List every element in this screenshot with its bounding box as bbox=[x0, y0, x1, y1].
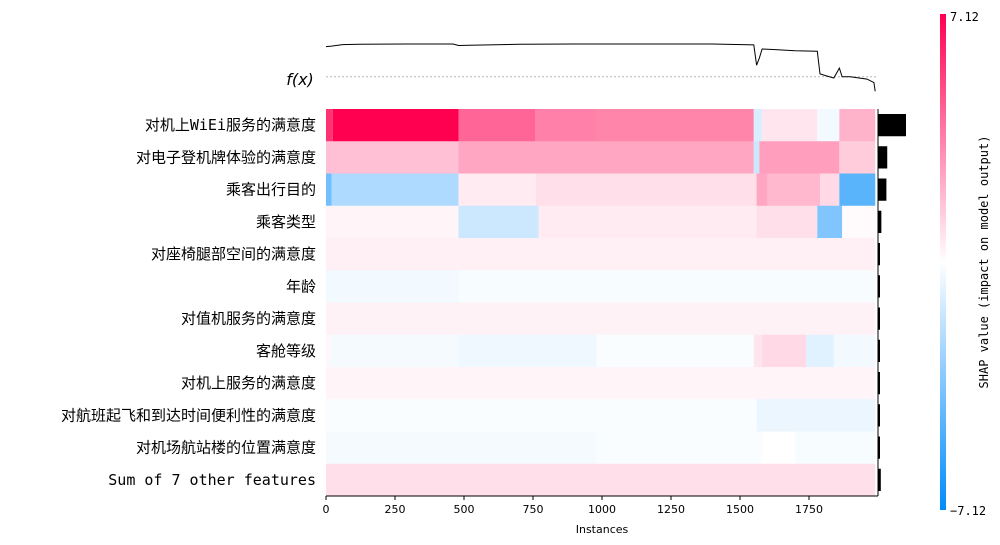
heat-cell bbox=[458, 205, 539, 239]
heat-cell bbox=[596, 109, 754, 142]
heat-cell bbox=[817, 205, 843, 239]
heat-cell bbox=[795, 431, 876, 465]
feature-label: 对机上WiEi服务的满意度 bbox=[145, 116, 316, 134]
heat-cell bbox=[458, 141, 754, 174]
x-axis-label: Instances bbox=[576, 523, 629, 536]
heat-cell bbox=[842, 205, 876, 239]
heat-cell bbox=[331, 173, 459, 207]
x-tick-label: 1500 bbox=[726, 503, 754, 516]
colorbar-max-label: 7.12 bbox=[950, 10, 979, 24]
heat-cell bbox=[820, 173, 840, 207]
feature-label: 对航班起飞和到达时间便利性的满意度 bbox=[61, 406, 316, 424]
feature-label: 客舱等级 bbox=[256, 342, 316, 360]
importance-bar bbox=[878, 339, 880, 362]
heat-cell bbox=[762, 334, 807, 368]
x-axis: Instances 0 250 500 750 1000 1250 1500 1750 bbox=[323, 495, 878, 536]
heat-cell bbox=[458, 270, 876, 303]
heat-cell bbox=[762, 431, 796, 465]
importance-bar bbox=[878, 114, 906, 137]
importance-bar bbox=[878, 372, 880, 395]
x-tick-label: 500 bbox=[454, 503, 475, 516]
x-tick-label: 1000 bbox=[588, 503, 616, 516]
feature-label: Sum of 7 other features bbox=[108, 471, 316, 489]
colorbar-gradient bbox=[940, 14, 946, 510]
heat-cell bbox=[458, 109, 536, 142]
feature-label: 对座椅腿部空间的满意度 bbox=[151, 245, 316, 263]
feature-label: 对机上服务的满意度 bbox=[181, 374, 316, 392]
feature-label: 对机场航站楼的位置满意度 bbox=[136, 439, 316, 457]
heat-cell bbox=[833, 334, 876, 368]
heat-cell bbox=[326, 367, 876, 400]
colorbar-min-label: −7.12 bbox=[950, 504, 986, 518]
heat-cell bbox=[326, 302, 876, 336]
x-tick-label: 250 bbox=[385, 503, 406, 516]
fx-label: f(x) bbox=[286, 70, 314, 89]
heat-cell bbox=[596, 334, 754, 368]
heat-cell bbox=[326, 205, 459, 239]
heatmap-cells bbox=[326, 109, 876, 497]
importance-bar bbox=[878, 243, 880, 266]
heat-cell bbox=[332, 109, 459, 142]
heat-cell bbox=[756, 399, 876, 432]
heat-cell bbox=[839, 173, 876, 207]
feature-label: 对值机服务的满意度 bbox=[181, 310, 316, 328]
heat-cell bbox=[839, 141, 876, 174]
heat-cell bbox=[326, 270, 459, 303]
colorbar-title: SHAP value (impact on model output) bbox=[977, 136, 991, 389]
heat-cell bbox=[326, 238, 876, 271]
heat-cell bbox=[762, 109, 818, 142]
heat-cell bbox=[326, 399, 757, 432]
colorbar: 7.12 −7.12 SHAP value (impact on model o… bbox=[940, 10, 991, 518]
fx-panel: f(x) bbox=[286, 43, 878, 92]
heat-cell bbox=[753, 109, 763, 142]
importance-bar bbox=[878, 146, 888, 169]
x-tick-label: 0 bbox=[323, 503, 330, 516]
importance-bar bbox=[878, 468, 881, 491]
heat-cell bbox=[535, 109, 597, 142]
heat-cell bbox=[326, 431, 597, 465]
heat-cell bbox=[326, 109, 333, 142]
feature-label: 乘客出行目的 bbox=[226, 181, 316, 199]
heat-cell bbox=[326, 334, 331, 368]
heat-cell bbox=[839, 109, 876, 142]
importance-bar bbox=[878, 307, 880, 330]
heat-cell bbox=[326, 173, 332, 207]
heat-cell bbox=[458, 334, 597, 368]
heat-cell bbox=[817, 109, 840, 142]
heat-cell bbox=[756, 173, 768, 207]
heat-cell bbox=[806, 334, 834, 368]
heat-cell bbox=[330, 334, 459, 368]
heat-cell bbox=[535, 173, 757, 207]
heat-cell bbox=[538, 205, 757, 239]
importance-bar bbox=[878, 275, 880, 298]
heat-cell bbox=[753, 141, 760, 174]
fx-curve bbox=[325, 43, 876, 92]
heat-cell bbox=[458, 173, 536, 207]
feature-label: 对电子登机牌体验的满意度 bbox=[136, 148, 316, 166]
heat-cell bbox=[326, 463, 876, 497]
heat-cell bbox=[326, 141, 459, 174]
heat-cell bbox=[753, 334, 763, 368]
importance-bar bbox=[878, 436, 880, 459]
feature-labels: 对机上WiEi服务的满意度对电子登机牌体验的满意度乘客出行目的乘客类型对座椅腿部… bbox=[61, 116, 316, 489]
feature-label: 乘客类型 bbox=[256, 213, 316, 231]
importance-bar bbox=[878, 210, 882, 233]
heat-cell bbox=[756, 205, 818, 239]
x-tick-label: 1250 bbox=[657, 503, 685, 516]
importance-bar bbox=[878, 404, 880, 427]
importance-bar bbox=[878, 178, 887, 201]
importance-bars bbox=[877, 109, 906, 496]
heat-cell bbox=[767, 173, 821, 207]
heat-cell bbox=[596, 431, 763, 465]
x-tick-label: 1750 bbox=[795, 503, 823, 516]
x-tick-label: 750 bbox=[523, 503, 544, 516]
feature-label: 年龄 bbox=[286, 277, 316, 295]
heat-cell bbox=[759, 141, 840, 174]
